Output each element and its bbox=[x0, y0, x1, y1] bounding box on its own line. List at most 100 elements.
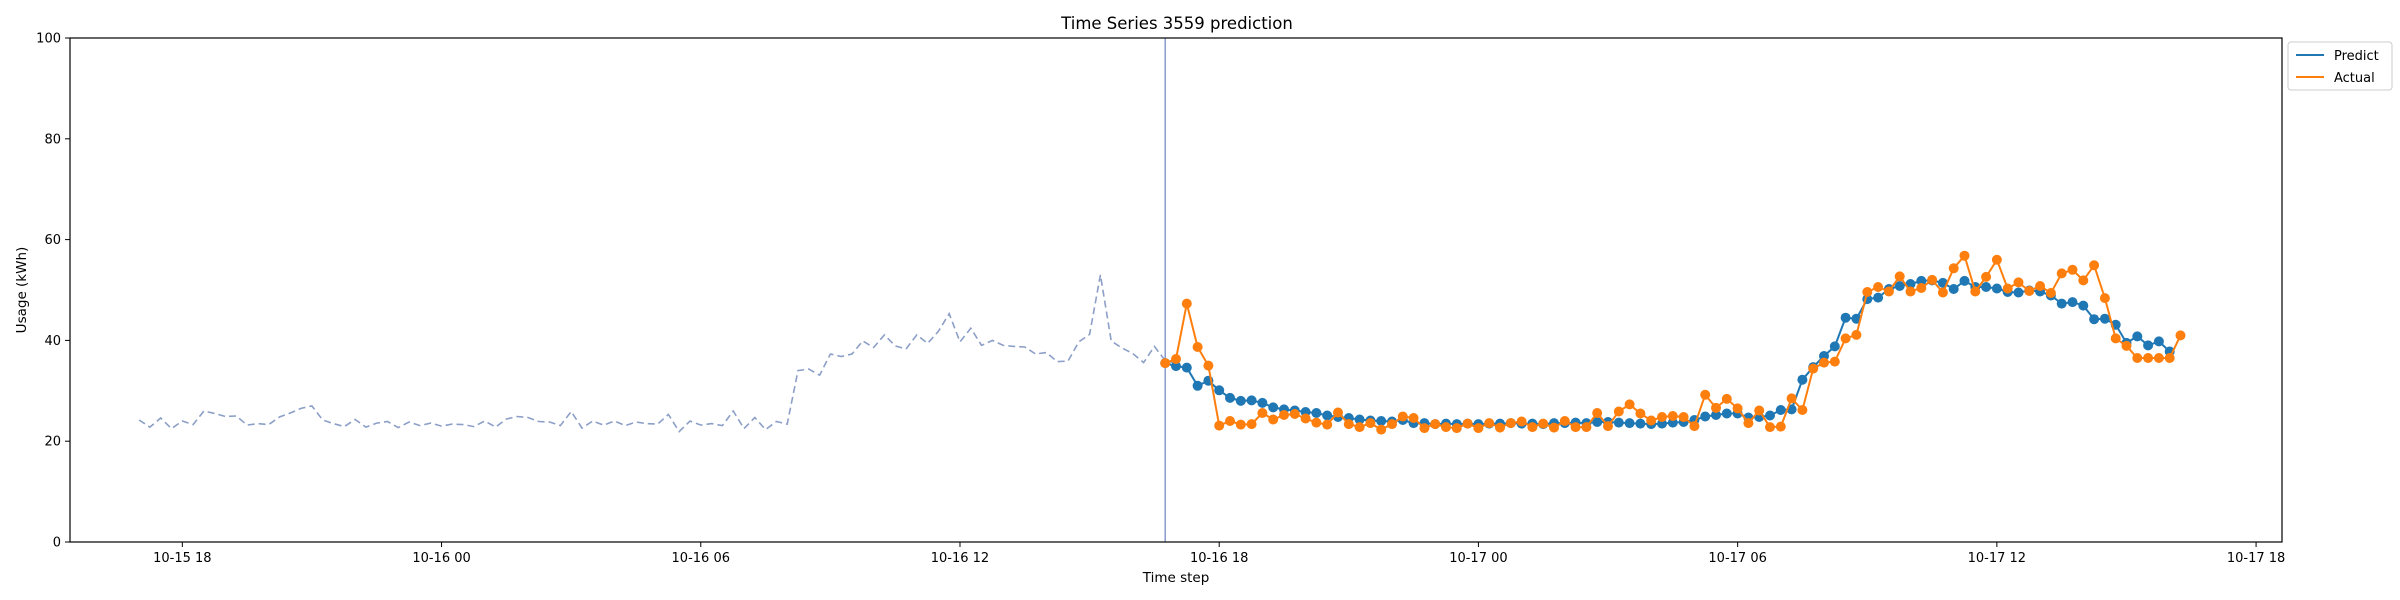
actual-point bbox=[1462, 418, 1473, 429]
actual-point bbox=[1970, 286, 1981, 297]
actual-point bbox=[2175, 330, 2186, 341]
actual-point bbox=[1311, 417, 1322, 428]
x-tick-label: 10-17 06 bbox=[1708, 551, 1766, 566]
y-tick-label: 100 bbox=[36, 32, 61, 47]
predict-point bbox=[1171, 361, 1181, 372]
predict-point bbox=[1214, 385, 1225, 396]
predict-point bbox=[1916, 275, 1927, 286]
actual-point bbox=[1322, 419, 1333, 430]
predict-point bbox=[2099, 313, 2110, 324]
actual-point bbox=[1937, 287, 1948, 298]
actual-point bbox=[1646, 415, 1657, 426]
predict-point bbox=[1775, 405, 1786, 415]
plot-frame bbox=[69, 37, 2283, 543]
actual-point bbox=[1689, 421, 1700, 432]
actual-point bbox=[2013, 277, 2024, 288]
actual-point bbox=[1160, 358, 1171, 369]
actual-point bbox=[1981, 271, 1992, 282]
x-tick-label: 10-15 18 bbox=[153, 551, 211, 566]
actual-point bbox=[1959, 250, 1970, 261]
actual-point bbox=[1268, 414, 1279, 425]
y-tick-label: 0 bbox=[53, 536, 61, 551]
actual-point bbox=[1333, 407, 1343, 418]
actual-point bbox=[2132, 353, 2143, 363]
predict-line bbox=[1164, 279, 2171, 426]
actual-point bbox=[1603, 421, 1613, 432]
predict-point bbox=[1948, 284, 1959, 294]
predict-point bbox=[1181, 362, 1192, 373]
predict-point bbox=[1991, 283, 2002, 294]
actual-point bbox=[1592, 408, 1603, 418]
actual-point bbox=[2089, 260, 2100, 271]
actual-point bbox=[1376, 424, 1387, 435]
actual-point bbox=[1743, 418, 1754, 429]
actual-point bbox=[1991, 254, 2002, 265]
actual-point bbox=[1711, 402, 1721, 413]
actual-point bbox=[1883, 286, 1894, 297]
predict-point bbox=[1613, 417, 1624, 428]
actual-point bbox=[1808, 363, 1819, 374]
actual-point bbox=[1279, 410, 1289, 420]
actual-point bbox=[1289, 409, 1300, 419]
predict-point bbox=[1894, 281, 1905, 291]
actual-point bbox=[1441, 422, 1451, 433]
actual-point bbox=[1505, 418, 1516, 429]
predict-point bbox=[1635, 418, 1646, 429]
actual-point bbox=[1927, 274, 1938, 285]
actual-point bbox=[1484, 418, 1495, 429]
predict-point bbox=[2132, 331, 2143, 342]
actual-point bbox=[1732, 403, 1743, 414]
actual-point bbox=[1840, 333, 1851, 344]
predict-point bbox=[1354, 414, 1365, 425]
history-line bbox=[138, 274, 1177, 433]
predict-point bbox=[1322, 410, 1333, 421]
actual-point bbox=[1916, 283, 1927, 293]
actual-point bbox=[1905, 286, 1916, 297]
actual-line bbox=[1164, 253, 2182, 431]
predict-point bbox=[1268, 402, 1279, 413]
actual-point bbox=[1527, 422, 1538, 433]
predict-point bbox=[1700, 411, 1711, 422]
actual-point bbox=[1851, 329, 1862, 340]
x-tick-label: 10-16 06 bbox=[672, 551, 730, 566]
actual-point bbox=[1765, 422, 1775, 433]
actual-point bbox=[1397, 411, 1408, 422]
plot-area bbox=[138, 38, 2186, 542]
actual-point bbox=[1365, 418, 1376, 429]
actual-point bbox=[1516, 416, 1527, 427]
actual-point bbox=[1700, 389, 1711, 400]
actual-point bbox=[1192, 342, 1203, 352]
predict-point bbox=[1873, 292, 1884, 303]
x-axis: 10-15 18 10-16 00 10-16 06 10-16 12 10-16 18… bbox=[153, 542, 2285, 566]
x-tick-label: 10-17 18 bbox=[2227, 551, 2285, 566]
actual-point bbox=[1430, 419, 1441, 430]
actual-point bbox=[1549, 422, 1559, 433]
actual-point bbox=[1570, 422, 1581, 433]
predict-point bbox=[1225, 392, 1235, 403]
actual-point bbox=[1246, 419, 1257, 430]
actual-point bbox=[1873, 282, 1884, 292]
y-tick-label: 80 bbox=[44, 132, 61, 147]
actual-point bbox=[1786, 393, 1797, 404]
actual-point bbox=[1657, 412, 1667, 422]
y-tick-label: 20 bbox=[44, 435, 61, 450]
actual-point bbox=[1235, 419, 1246, 430]
chart-title: Time Series 3559 prediction bbox=[1060, 14, 1293, 33]
predict-point bbox=[2013, 287, 2024, 298]
predict-point bbox=[1765, 410, 1775, 421]
actual-point bbox=[1343, 419, 1354, 430]
predict-point bbox=[1711, 410, 1721, 420]
actual-point bbox=[1538, 418, 1549, 429]
actual-point bbox=[1797, 405, 1808, 415]
predict-point bbox=[1592, 417, 1603, 427]
actual-point bbox=[2078, 275, 2089, 286]
y-axis: 0 20 40 60 80 100 bbox=[36, 32, 70, 551]
actual-point bbox=[1419, 423, 1430, 434]
actual-point bbox=[1894, 271, 1905, 282]
predict-point bbox=[2067, 297, 2078, 308]
actual-point bbox=[1354, 422, 1365, 433]
actual-point bbox=[2110, 333, 2121, 344]
actual-point bbox=[1451, 423, 1462, 434]
actual-point bbox=[2099, 293, 2110, 304]
actual-point bbox=[1171, 354, 1181, 364]
